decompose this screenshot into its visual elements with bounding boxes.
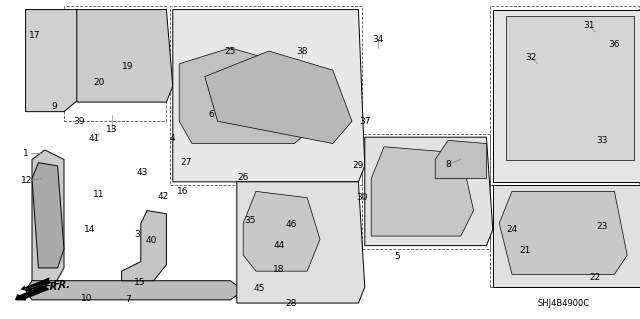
Text: 26: 26 bbox=[237, 173, 249, 182]
Text: 24: 24 bbox=[506, 225, 518, 234]
Text: 41: 41 bbox=[89, 134, 100, 143]
Text: SHJ4B4900C: SHJ4B4900C bbox=[538, 299, 589, 308]
Text: 6: 6 bbox=[209, 110, 214, 119]
Polygon shape bbox=[122, 211, 166, 281]
Text: 43: 43 bbox=[136, 168, 148, 177]
Polygon shape bbox=[237, 182, 365, 303]
Text: 36: 36 bbox=[609, 40, 620, 49]
Bar bbox=[490, 6, 639, 185]
Text: 20: 20 bbox=[93, 78, 105, 87]
Polygon shape bbox=[506, 16, 634, 160]
Text: 29: 29 bbox=[353, 161, 364, 170]
Polygon shape bbox=[493, 185, 640, 287]
Polygon shape bbox=[371, 147, 474, 236]
Text: 44: 44 bbox=[273, 241, 285, 250]
Polygon shape bbox=[205, 51, 352, 144]
FancyArrow shape bbox=[16, 286, 49, 300]
Text: 3: 3 bbox=[135, 230, 140, 239]
Text: 14: 14 bbox=[84, 225, 95, 234]
Text: 9: 9 bbox=[52, 102, 57, 111]
Text: 38: 38 bbox=[296, 47, 308, 56]
Polygon shape bbox=[32, 163, 64, 268]
Text: 34: 34 bbox=[372, 35, 383, 44]
Text: 46: 46 bbox=[285, 220, 297, 229]
Text: FR.: FR. bbox=[52, 280, 70, 290]
Text: 23: 23 bbox=[596, 222, 607, 231]
Polygon shape bbox=[365, 137, 493, 246]
Text: 18: 18 bbox=[273, 265, 284, 274]
Text: 30: 30 bbox=[356, 193, 367, 202]
Text: 28: 28 bbox=[285, 299, 297, 308]
Bar bbox=[64, 6, 166, 121]
Text: 13: 13 bbox=[106, 125, 118, 134]
Text: 10: 10 bbox=[81, 294, 92, 303]
Text: 21: 21 bbox=[519, 246, 531, 255]
Bar bbox=[362, 134, 490, 249]
Text: 33: 33 bbox=[596, 136, 607, 145]
Polygon shape bbox=[243, 191, 320, 271]
Text: 31: 31 bbox=[583, 21, 595, 30]
Text: 8: 8 bbox=[445, 160, 451, 169]
Text: 35: 35 bbox=[244, 216, 255, 225]
Text: 37: 37 bbox=[359, 117, 371, 126]
Text: 32: 32 bbox=[525, 53, 537, 62]
Polygon shape bbox=[26, 281, 243, 300]
Bar bbox=[170, 6, 362, 185]
Text: 40: 40 bbox=[146, 236, 157, 245]
Text: 19: 19 bbox=[122, 63, 134, 71]
Polygon shape bbox=[32, 150, 64, 290]
Text: 27: 27 bbox=[180, 158, 191, 167]
Text: 39: 39 bbox=[73, 117, 84, 126]
Text: 22: 22 bbox=[589, 273, 601, 282]
Polygon shape bbox=[26, 10, 83, 112]
Text: 25: 25 bbox=[225, 47, 236, 56]
Text: 12: 12 bbox=[21, 176, 33, 185]
Text: 45: 45 bbox=[253, 284, 265, 293]
Polygon shape bbox=[499, 191, 627, 274]
Text: 1: 1 bbox=[23, 149, 28, 158]
Text: 17: 17 bbox=[29, 31, 41, 40]
Text: 16: 16 bbox=[177, 187, 189, 196]
Text: 4: 4 bbox=[170, 134, 175, 143]
Text: 42: 42 bbox=[157, 192, 169, 201]
Text: 11: 11 bbox=[93, 190, 105, 199]
Text: 15: 15 bbox=[134, 278, 145, 287]
Polygon shape bbox=[173, 10, 365, 182]
Polygon shape bbox=[435, 140, 486, 179]
Text: 5: 5 bbox=[394, 252, 399, 261]
Polygon shape bbox=[77, 10, 173, 102]
Text: FR.: FR. bbox=[44, 282, 61, 292]
Polygon shape bbox=[493, 10, 640, 182]
Polygon shape bbox=[179, 48, 320, 144]
Bar bbox=[490, 185, 639, 287]
Text: 7: 7 bbox=[125, 295, 131, 304]
